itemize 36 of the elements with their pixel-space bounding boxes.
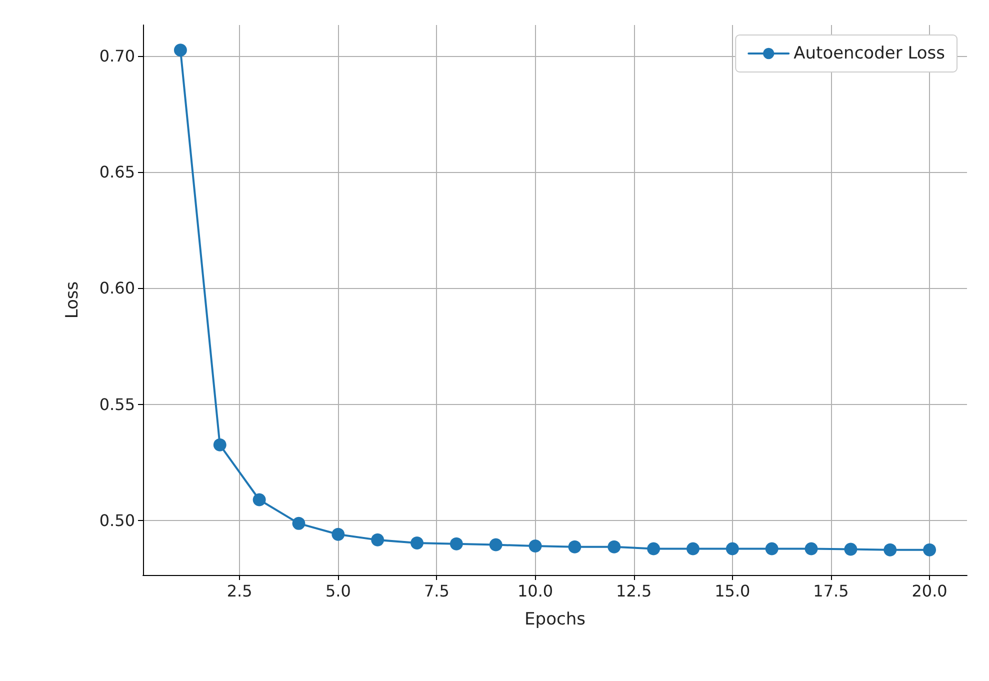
- legend-label: Autoencoder Loss: [794, 44, 946, 64]
- point: [410, 536, 424, 550]
- x-tick-label: 5.0: [325, 582, 351, 600]
- point: [292, 516, 306, 530]
- point: [923, 543, 936, 556]
- y-tick-label: 0.70: [99, 46, 135, 66]
- x-tick-label: 12.5: [616, 582, 652, 600]
- point: [765, 542, 778, 556]
- point: [371, 533, 384, 546]
- x-tick-label: 20.0: [912, 582, 948, 600]
- y-tick-label: 0.65: [99, 162, 135, 182]
- point: [647, 542, 660, 556]
- x-tick-label: 17.5: [813, 582, 849, 600]
- point: [726, 542, 739, 556]
- point: [528, 539, 542, 552]
- point: [568, 540, 582, 554]
- x-tick-label: 7.5: [424, 582, 450, 600]
- point: [489, 538, 502, 552]
- y-tick-label: 0.60: [99, 278, 135, 298]
- point: [450, 537, 463, 550]
- point: [686, 542, 700, 556]
- point: [608, 540, 621, 554]
- y-tick-label: 0.50: [99, 510, 135, 530]
- point: [213, 438, 226, 452]
- x-axis-title: Epochs: [524, 610, 586, 630]
- x-tick-label: 15.0: [714, 582, 750, 600]
- point: [174, 44, 187, 57]
- y-axis-title: Loss: [62, 281, 82, 319]
- x-tick-label: 10.0: [517, 582, 554, 600]
- point: [884, 543, 897, 556]
- point: [804, 542, 818, 556]
- point: [332, 528, 345, 541]
- y-tick-label: 0.55: [99, 394, 135, 414]
- x-tick-label: 2.5: [226, 582, 252, 600]
- point: [844, 542, 858, 556]
- point: [252, 493, 266, 506]
